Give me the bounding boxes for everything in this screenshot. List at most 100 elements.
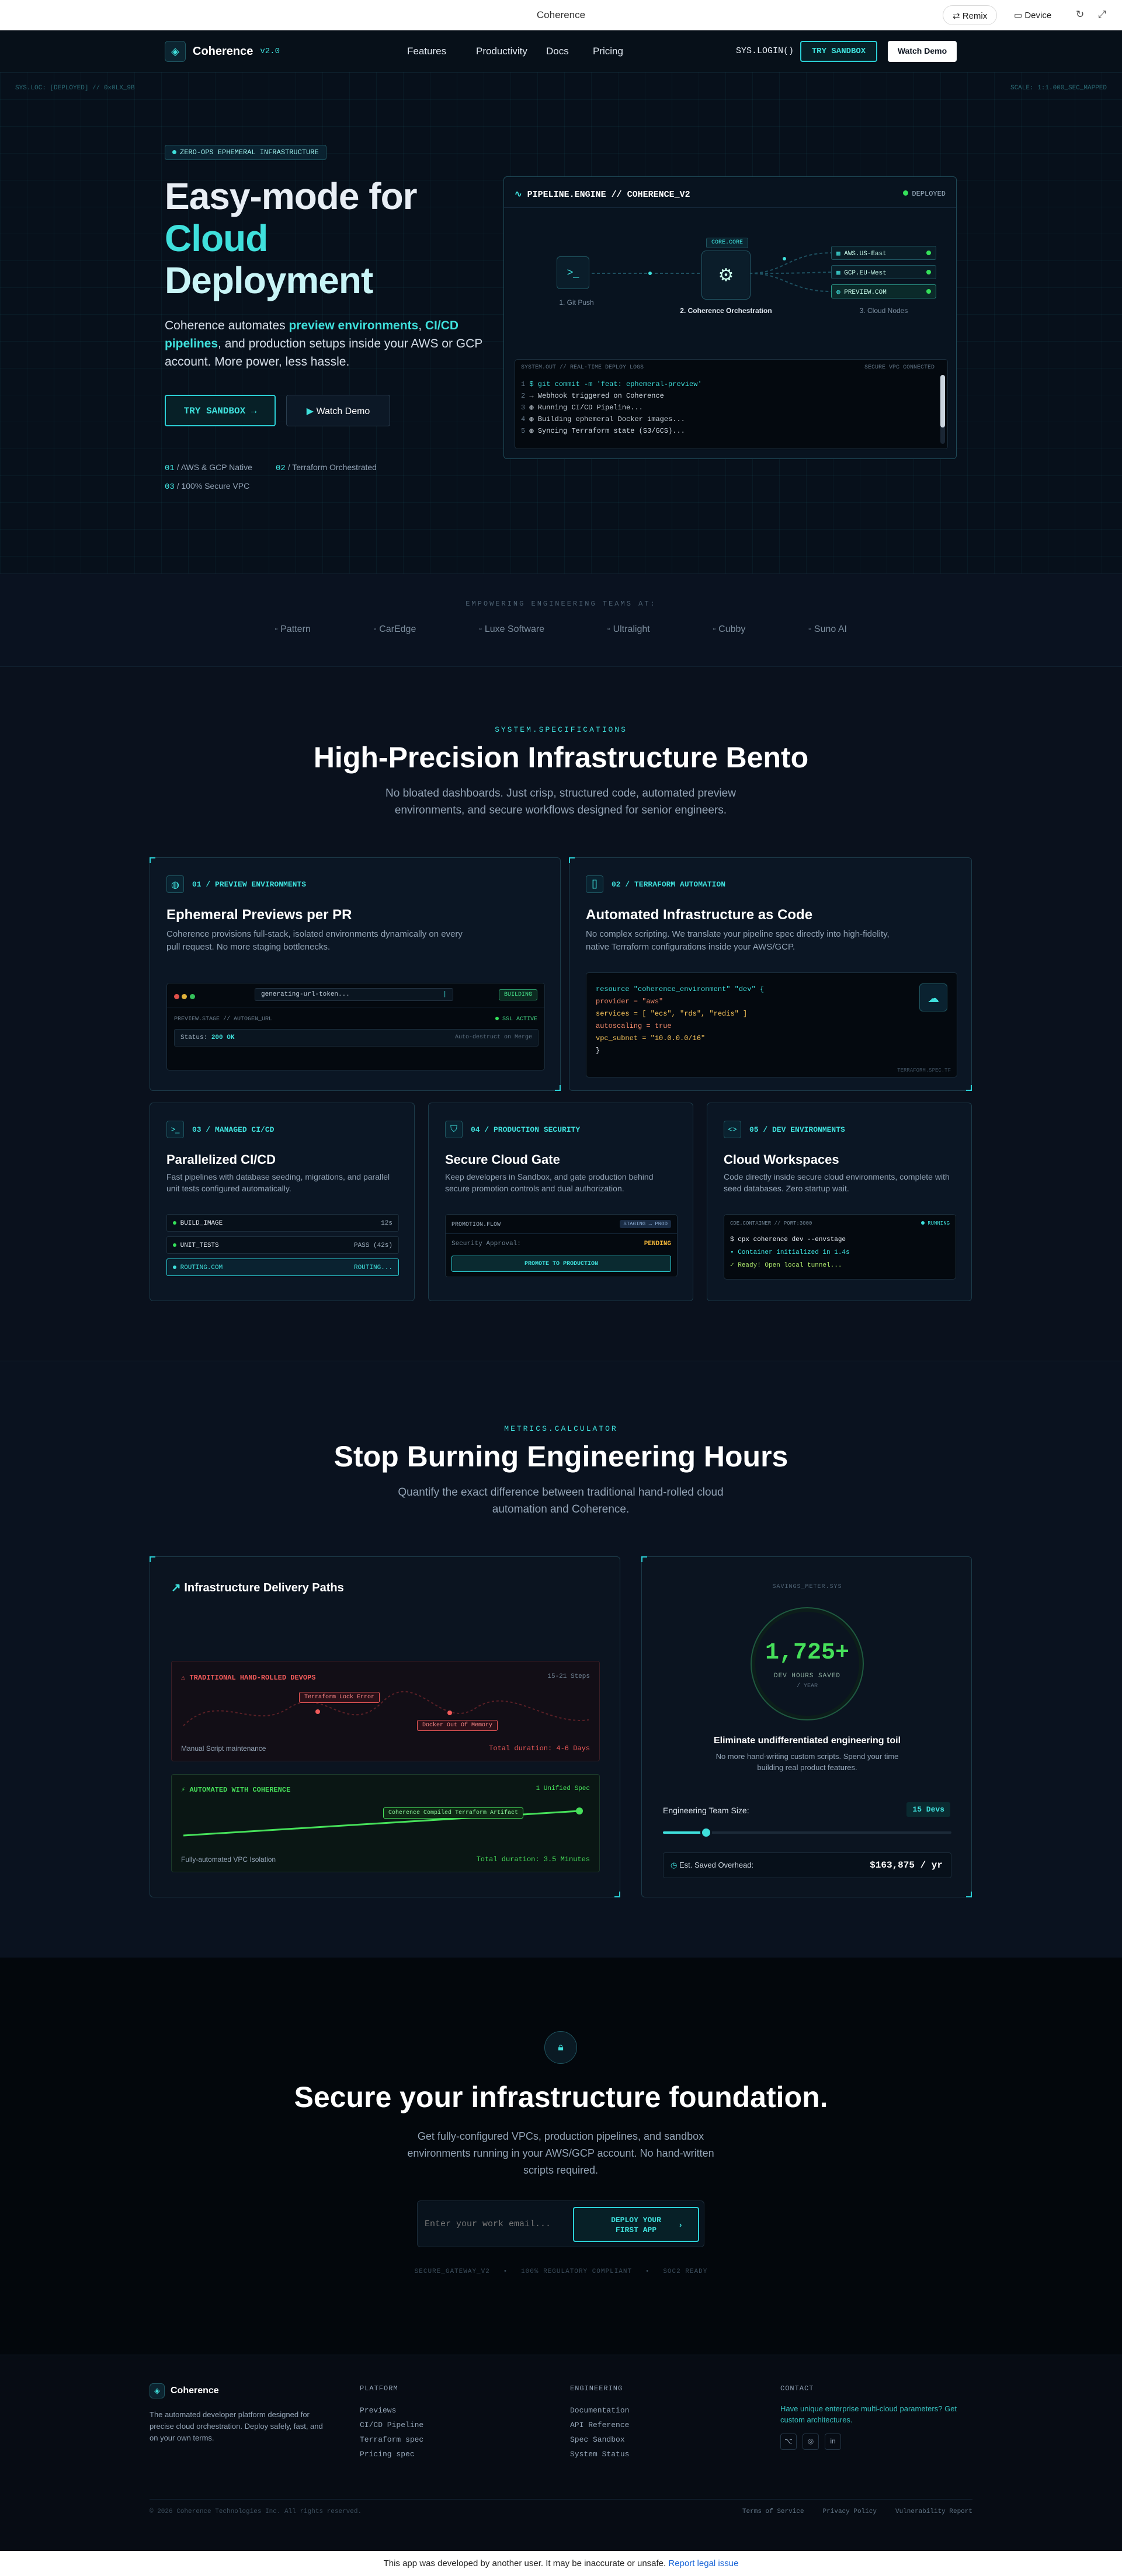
privacy-link[interactable]: Privacy Policy: [822, 2508, 877, 2515]
cicd-card: >_ 03 / MANAGED CI/CD Parallelized CI/CD…: [150, 1103, 415, 1301]
node-gcp: ▦ GCP.EU-West: [831, 265, 936, 279]
watch-demo-button[interactable]: Watch Demo: [888, 41, 957, 62]
step-git-push: 1. Git Push: [559, 298, 594, 307]
pipeline-row: ROUTING.COM ROUTING...: [166, 1259, 399, 1276]
footer-link[interactable]: Documentation: [570, 2406, 630, 2415]
github-icon[interactable]: ⌥: [780, 2434, 797, 2450]
spinner-icon: ◍: [529, 427, 538, 435]
error-tag: Docker Out Of Memory: [417, 1720, 498, 1731]
cta-title: Secure your infrastructure foundation.: [294, 2081, 828, 2113]
traditional-path: ⚠ TRADITIONAL HAND-ROLLED DEVOPS 15-21 S…: [171, 1661, 600, 1761]
terraform-card: [] 02 / TERRAFORM AUTOMATION Automated I…: [569, 857, 972, 1091]
delivery-title: ↗ Infrastructure Delivery Paths: [171, 1581, 344, 1594]
hero-title: Easy-mode for Cloud Deployment: [165, 175, 418, 301]
logo-icon: ◈: [150, 2383, 165, 2398]
step-cloud-nodes: 3. Cloud Nodes: [859, 307, 908, 315]
report-link[interactable]: Report legal issue: [668, 2558, 739, 2568]
deploy-log-terminal[interactable]: SYSTEM.OUT // REAL-TIME DEPLOY LOGS SECU…: [515, 359, 948, 449]
bento-sub: No bloated dashboards. Just crisp, struc…: [385, 787, 736, 816]
team-size-slider[interactable]: [663, 1827, 951, 1838]
browser-topbar: Coherence ⇄ Remix ▭ Device ↻ ⤢: [0, 0, 1122, 30]
vuln-report-link[interactable]: Vulnerability Report: [895, 2508, 972, 2515]
footer-link[interactable]: API Reference: [570, 2421, 630, 2429]
disclaimer-banner: This app was developed by another user. …: [0, 2551, 1122, 2576]
device-button[interactable]: ▭ Device: [1005, 5, 1061, 25]
log-line: 3 ◍ Running CI/CD Pipeline...: [521, 404, 643, 412]
footer-link[interactable]: Previews: [360, 2406, 397, 2415]
deploy-button[interactable]: DEPLOY YOUR FIRST APP ›: [573, 2207, 699, 2242]
card-title: Parallelized CI/CD: [166, 1152, 276, 1167]
pipeline-diagram: [560, 252, 832, 292]
cta-meta: SECURE_GATEWAY_V2 • 100% REGULATORY COMP…: [414, 2268, 708, 2275]
server-icon: ▦: [836, 251, 845, 258]
email-input[interactable]: [425, 2209, 576, 2238]
main-nav: ◈ Coherence v2.0 Features Productivity D…: [0, 30, 1122, 72]
slider-thumb[interactable]: [700, 1827, 713, 1838]
promote-button[interactable]: PROMOTE TO PRODUCTION: [451, 1256, 671, 1272]
refresh-icon[interactable]: ↻: [1076, 9, 1085, 20]
savings-meter: 1,725+ DEV HOURS SAVED / YEAR: [751, 1607, 864, 1720]
hero-try-sandbox-button[interactable]: TRY SANDBOX →: [165, 395, 276, 426]
copyright: © 2026 Coherence Technologies Inc. All r…: [150, 2508, 362, 2515]
spinner-icon: ◍: [529, 415, 538, 423]
node-preview: ◍ PREVIEW.COM: [831, 284, 936, 298]
approval-status: PENDING: [644, 1240, 671, 1247]
device-icon: ▭: [1014, 11, 1025, 20]
discord-icon[interactable]: ◎: [803, 2434, 819, 2450]
badge-dot: [172, 150, 176, 154]
logo-pattern: ◦ Pattern: [275, 624, 311, 634]
log-line: 4 ◍ Building ephemeral Docker images...: [521, 415, 685, 423]
bento-tag: SYSTEM.SPECIFICATIONS: [495, 725, 627, 734]
shield-icon: ⛉: [445, 1121, 463, 1138]
hero-badge: ZERO-OPS EPHEMERAL INFRASTRUCTURE: [165, 145, 326, 160]
footer-link[interactable]: CI/CD Pipeline: [360, 2421, 424, 2429]
remix-button[interactable]: ⇄ Remix: [943, 5, 998, 25]
pipeline-row: UNIT_TESTS PASS (42s): [166, 1236, 399, 1254]
server-icon: ▦: [836, 270, 845, 277]
team-size-value: 15 Devs: [906, 1802, 950, 1817]
nav-link-productivity[interactable]: Productivity: [476, 46, 527, 57]
metrics-tag: METRICS.CALCULATOR: [504, 1424, 618, 1433]
terms-link[interactable]: Terms of Service: [742, 2508, 804, 2515]
pulse-icon: ∿: [515, 190, 527, 200]
hero-section: SYS.LOC: [DEPLOYED] // 0x0LX_9B SCALE: 1…: [0, 72, 1122, 573]
login-link[interactable]: SYS.LOGIN(): [736, 46, 794, 56]
log-line: 5 ◍ Syncing Terraform state (S3/GCS)...: [521, 427, 685, 435]
globe-icon: ◍: [836, 289, 845, 296]
app-title: Coherence: [536, 9, 586, 20]
footer-link[interactable]: Spec Sandbox: [570, 2435, 625, 2444]
footer-brand[interactable]: ◈ Coherence: [150, 2383, 219, 2398]
metrics-sub: Quantify the exact difference between tr…: [398, 1486, 724, 1515]
hero-feature-1: 01 / AWS & GCP Native: [165, 463, 252, 473]
status-row: Status: 200 OK Auto-destruct on Merge: [174, 1029, 539, 1047]
play-icon: ▶: [306, 406, 317, 416]
overhead-row: ◷ Est. Saved Overhead: $163,875 / yr: [663, 1852, 951, 1878]
linkedin-icon[interactable]: in: [825, 2434, 841, 2450]
building-badge: BUILDING: [498, 989, 537, 1000]
hours-saved: 1,725+: [765, 1640, 850, 1666]
nav-link-pricing[interactable]: Pricing: [593, 46, 623, 57]
log-scrollbar[interactable]: [940, 375, 945, 444]
cloud-icon: ☁: [919, 983, 947, 1011]
signup-form: DEPLOY YOUR FIRST APP ›: [417, 2200, 704, 2247]
footer-link[interactable]: System Status: [570, 2450, 630, 2459]
nav-link-docs[interactable]: Docs: [546, 46, 569, 57]
card-title: Ephemeral Previews per PR: [166, 907, 352, 923]
promotion-panel: PROMOTION.FLOW STAGING → PROD Security A…: [445, 1214, 678, 1277]
preview-url-field[interactable]: generating-url-token... |: [255, 988, 453, 1001]
brand[interactable]: ◈ Coherence v2.0: [165, 41, 280, 62]
footer-link[interactable]: Pricing spec: [360, 2450, 415, 2459]
logo-icon: ◈: [165, 41, 186, 62]
logo-cubby: ◦ Cubby: [713, 624, 746, 634]
bento-section: SYSTEM.SPECIFICATIONS High-Precision Inf…: [0, 667, 1122, 1361]
trusted-logos: ◦ Pattern ◦ CarEdge ◦ Luxe Software ◦ Ul…: [275, 624, 847, 635]
try-sandbox-button[interactable]: TRY SANDBOX: [800, 41, 877, 62]
trend-icon: ↗: [171, 1581, 185, 1594]
footer-link[interactable]: Terraform spec: [360, 2435, 424, 2444]
expand-icon[interactable]: ⤢: [1098, 9, 1106, 20]
hero-description: Coherence automates preview environments…: [165, 319, 482, 369]
card-title: Secure Cloud Gate: [445, 1152, 560, 1167]
nav-link-features[interactable]: Features: [407, 46, 447, 57]
coherence-path-line: [183, 1807, 583, 1837]
hero-watch-demo-button[interactable]: ▶ Watch Demo: [286, 395, 390, 426]
